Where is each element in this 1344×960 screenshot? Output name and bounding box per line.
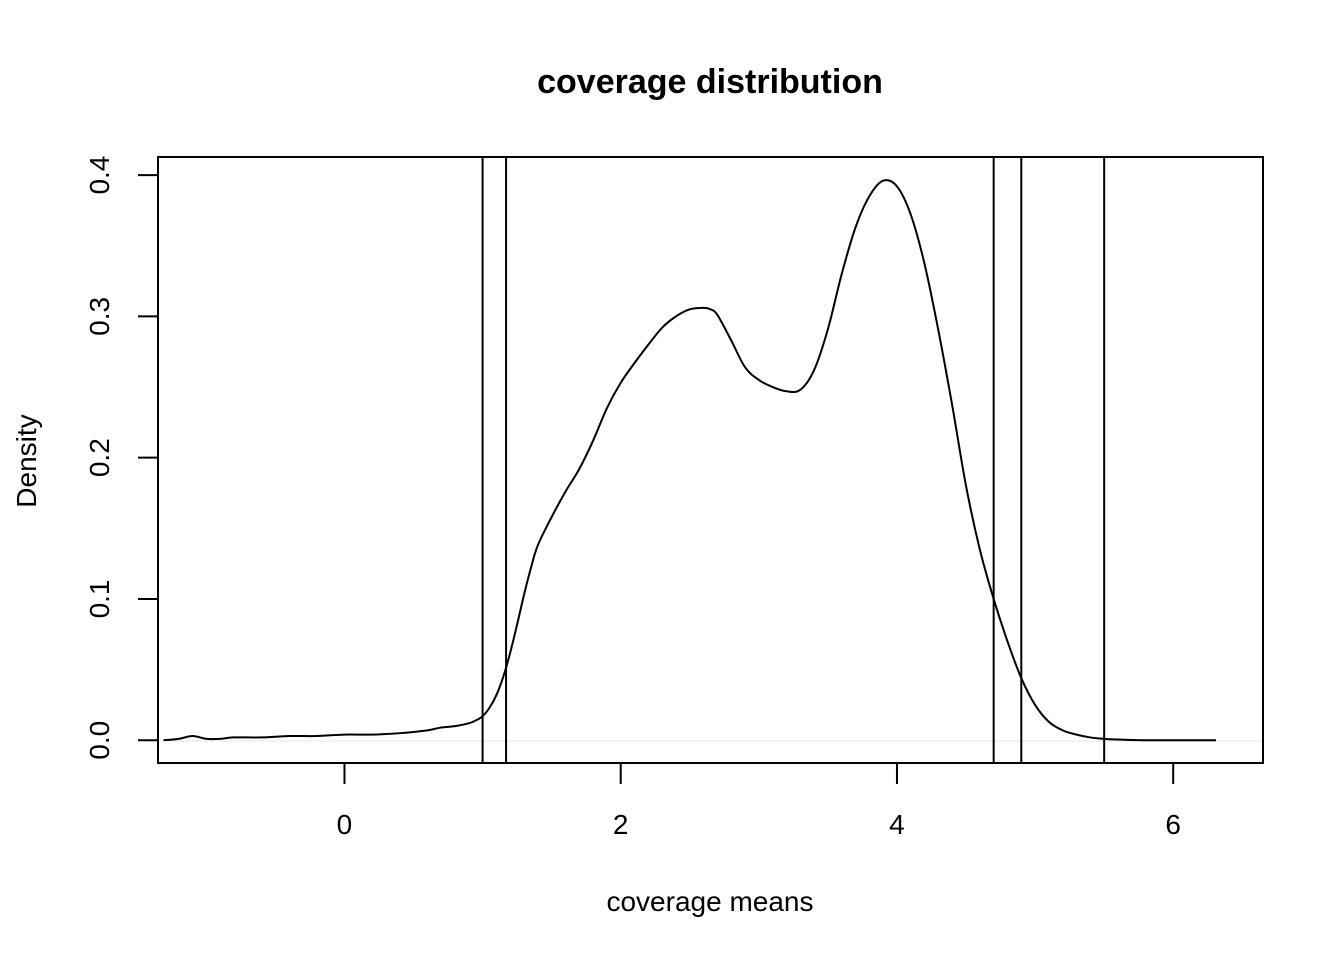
y-tick-label: 0.2 <box>84 438 115 477</box>
y-tick-label: 0.1 <box>84 579 115 618</box>
x-tick-label: 6 <box>1165 809 1181 840</box>
y-axis: 0.0 0.1 0.2 0.3 0.4 <box>84 156 159 760</box>
reference-lines <box>481 157 1106 763</box>
chart-title: coverage distribution <box>537 63 883 101</box>
plot-frame <box>157 156 1264 764</box>
density-curve <box>163 179 1217 742</box>
x-axis-label: coverage means <box>606 886 813 917</box>
x-tick-label: 4 <box>889 809 905 840</box>
y-tick-label: 0.4 <box>84 156 115 195</box>
x-tick-label: 0 <box>337 809 353 840</box>
x-tick-label: 2 <box>613 809 629 840</box>
y-axis-label: Density <box>11 414 42 507</box>
x-axis: 0 2 4 6 <box>337 762 1181 840</box>
y-tick-label: 0.3 <box>84 297 115 336</box>
y-tick-label: 0.0 <box>84 721 115 760</box>
